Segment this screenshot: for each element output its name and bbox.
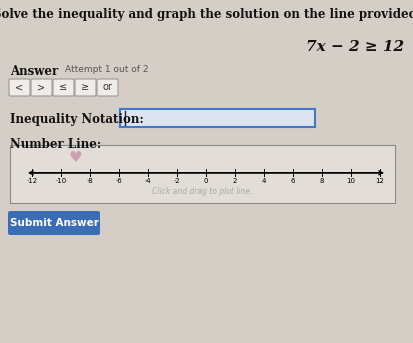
Text: or: or [102, 83, 112, 93]
FancyBboxPatch shape [120, 109, 314, 127]
Text: •: • [76, 150, 79, 155]
Text: 4: 4 [261, 178, 266, 184]
Text: ≥: ≥ [81, 83, 89, 93]
Text: ·12: ·12 [26, 178, 38, 184]
Text: Attempt 1 out of 2: Attempt 1 out of 2 [65, 65, 148, 74]
Text: ·2: ·2 [173, 178, 180, 184]
Text: 0: 0 [203, 178, 208, 184]
Text: Solve the inequality and graph the solution on the line provided.: Solve the inequality and graph the solut… [0, 8, 413, 21]
Text: 2: 2 [232, 178, 237, 184]
Text: >: > [37, 83, 45, 93]
Text: ·6: ·6 [115, 178, 122, 184]
Text: Click and drag to plot line.: Click and drag to plot line. [152, 187, 252, 196]
Text: 12: 12 [375, 178, 384, 184]
FancyBboxPatch shape [53, 79, 74, 96]
FancyBboxPatch shape [97, 79, 118, 96]
Text: ·4: ·4 [144, 178, 151, 184]
Text: ♥: ♥ [69, 150, 82, 165]
Text: Number Line:: Number Line: [10, 138, 101, 151]
FancyBboxPatch shape [10, 145, 394, 203]
Text: 7x − 2 ≥ 12: 7x − 2 ≥ 12 [305, 40, 403, 54]
Text: 10: 10 [346, 178, 355, 184]
Text: Submit Answer: Submit Answer [9, 218, 98, 228]
Text: ·8: ·8 [86, 178, 93, 184]
FancyBboxPatch shape [31, 79, 52, 96]
FancyBboxPatch shape [8, 211, 100, 235]
Text: 8: 8 [319, 178, 323, 184]
Text: ≤: ≤ [59, 83, 67, 93]
Text: ·10: ·10 [55, 178, 66, 184]
Text: Inequality Notation:: Inequality Notation: [10, 113, 143, 126]
FancyBboxPatch shape [75, 79, 96, 96]
Text: Answer: Answer [10, 65, 58, 78]
Text: 6: 6 [290, 178, 294, 184]
Text: <: < [15, 83, 24, 93]
FancyBboxPatch shape [9, 79, 30, 96]
